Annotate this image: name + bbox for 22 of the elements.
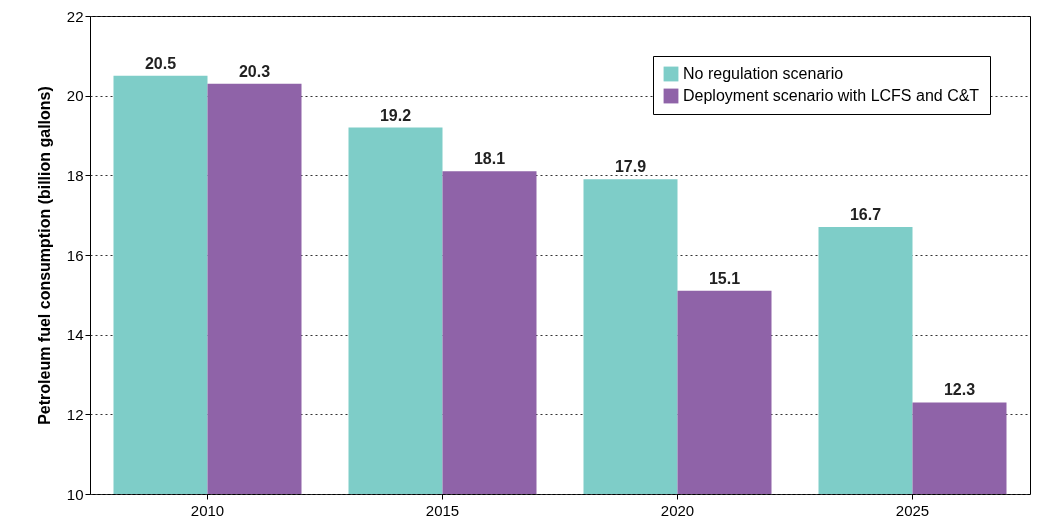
data-label: 15.1	[708, 269, 741, 287]
legend-label: No regulation scenario	[683, 65, 844, 82]
y-tick-label: 22	[66, 7, 84, 25]
y-tick-label: 20	[66, 87, 84, 105]
data-label: 18.1	[473, 150, 506, 168]
x-tick-label: 2010	[190, 501, 225, 519]
data-label: 20.5	[144, 54, 177, 72]
y-tick-label: 14	[66, 326, 84, 344]
data-label: 16.7	[849, 206, 882, 224]
data-label: 12.3	[943, 381, 976, 399]
legend-label: Deployment scenario with LCFS and C&T	[683, 87, 980, 104]
y-tick-label: 16	[66, 246, 84, 264]
x-tick-label: 2015	[425, 501, 460, 519]
y-tick-label: 12	[66, 405, 84, 423]
x-tick-label: 2025	[895, 501, 930, 519]
y-tick-label: 18	[66, 166, 84, 184]
data-label: 20.3	[238, 62, 271, 80]
x-tick-label: 2020	[660, 501, 695, 519]
data-label: 17.9	[614, 158, 647, 176]
y-axis-title: Petroleum fuel consumption (billion gallons)	[35, 86, 53, 425]
y-tick-label: 10	[66, 485, 84, 503]
data-label: 19.2	[379, 106, 412, 124]
